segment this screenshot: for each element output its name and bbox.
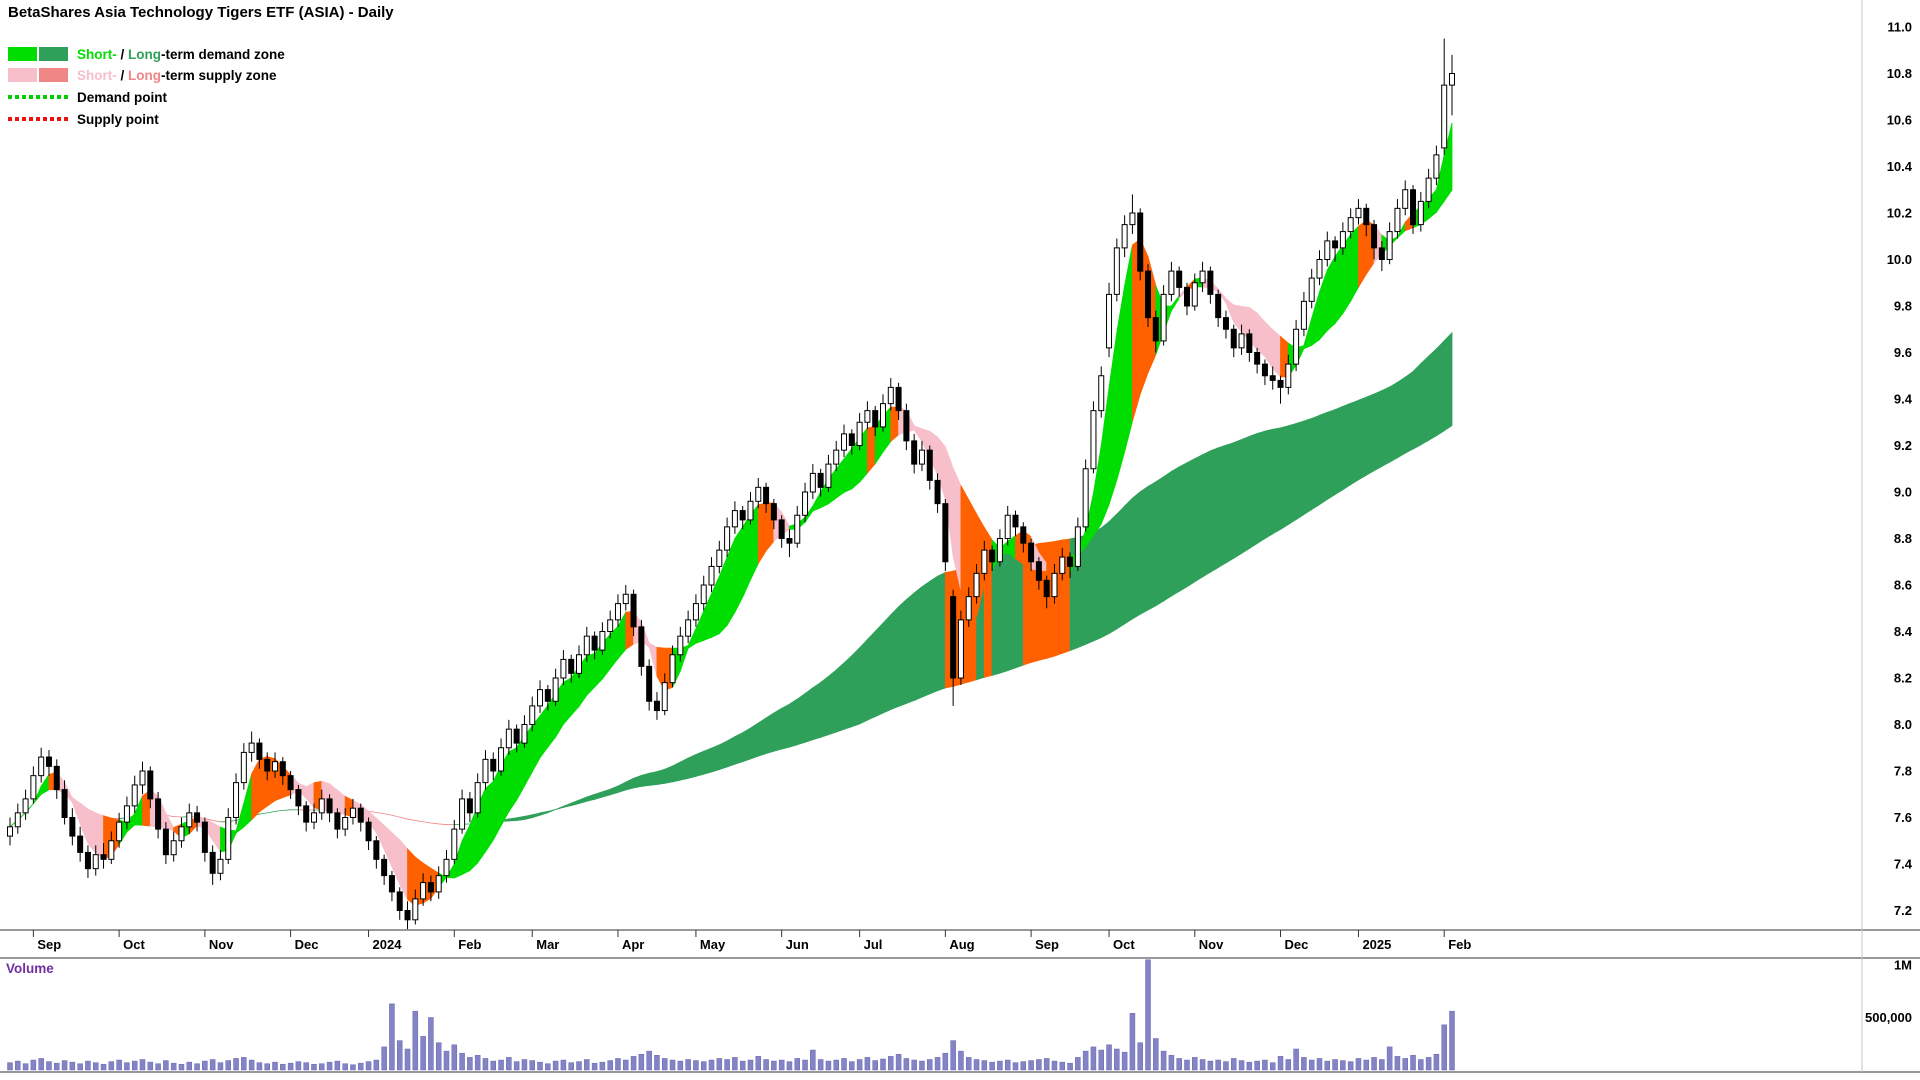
x-axis-label: Aug	[949, 937, 974, 952]
short-demand-swatch	[8, 47, 37, 61]
long-supply-swatch	[39, 68, 68, 82]
supply-point-line-swatch	[8, 117, 70, 121]
y-axis-label: 9.6	[1894, 345, 1912, 360]
chart-title: BetaShares Asia Technology Tigers ETF (A…	[8, 4, 394, 21]
legend: Short- / Long-term demand zone Short- / …	[8, 44, 285, 130]
short-supply-swatch	[8, 68, 37, 82]
y-axis-label: 9.2	[1894, 438, 1912, 453]
y-axis-label: 8.6	[1894, 578, 1912, 593]
demand-point-label: Demand point	[77, 89, 167, 105]
y-axis-label: 8.4	[1894, 624, 1913, 639]
legend-demand-zone-row: Short- / Long-term demand zone	[8, 44, 285, 64]
x-axis-label: Jun	[786, 937, 809, 952]
y-axis-label: 7.8	[1894, 764, 1912, 779]
x-axis-label: Feb	[458, 937, 481, 952]
legend-supply-point-row: Supply point	[8, 109, 285, 129]
y-axis-label: 8.0	[1894, 717, 1912, 732]
y-axis-label: 9.8	[1894, 299, 1912, 314]
supply-zone-label: Short- / Long-term supply zone	[77, 67, 277, 83]
x-axis-label: May	[700, 937, 726, 952]
x-axis-label: Nov	[1199, 937, 1224, 952]
y-axis-label: 10.2	[1887, 206, 1912, 221]
demand-point-line-swatch	[8, 95, 70, 99]
demand-zone-label: Short- / Long-term demand zone	[77, 46, 285, 62]
y-axis-label: 7.4	[1894, 857, 1913, 872]
x-axis-label: Apr	[622, 937, 644, 952]
x-axis-label: Nov	[209, 937, 234, 952]
volume-bars	[7, 959, 1455, 1071]
legend-supply-zone-row: Short- / Long-term supply zone	[8, 65, 285, 85]
y-axis-label: 9.0	[1894, 485, 1912, 500]
short-term-band	[9, 122, 1453, 907]
y-axis-label: 9.4	[1894, 392, 1913, 407]
x-axis-label: Sep	[37, 937, 61, 952]
x-axis-label: Oct	[123, 937, 145, 952]
x-axis-label: Sep	[1035, 937, 1059, 952]
x-axis-label: Dec	[295, 937, 319, 952]
supply-point-label: Supply point	[77, 111, 159, 127]
x-axis-label: Feb	[1448, 937, 1471, 952]
y-axis-label: 7.2	[1894, 903, 1912, 918]
x-axis-label: Jul	[864, 937, 883, 952]
long-demand-swatch	[39, 47, 68, 61]
y-axis-label: 8.2	[1894, 671, 1912, 686]
long-term-band	[9, 331, 1453, 828]
x-axis-label: 2025	[1362, 937, 1391, 952]
x-axis-label: Oct	[1113, 937, 1135, 952]
x-axis-label: Dec	[1285, 937, 1309, 952]
candles	[7, 38, 1455, 930]
volume-axis-labels: 1M 500,000	[1865, 958, 1912, 1026]
y-axis-label: 10.0	[1887, 252, 1912, 267]
y-axis-label: 10.6	[1887, 113, 1912, 128]
volume-pane-label: Volume	[6, 961, 54, 976]
y-axis-label: 8.8	[1894, 531, 1912, 546]
x-axis-label: Mar	[536, 937, 559, 952]
volume-axis-label: 1M	[1894, 958, 1912, 973]
legend-demand-point-row: Demand point	[8, 87, 285, 107]
volume-axis-label: 500,000	[1865, 1010, 1912, 1025]
x-axis-label: 2024	[373, 937, 403, 952]
y-axis-label: 10.4	[1887, 159, 1913, 174]
y-axis-label: 10.8	[1887, 66, 1912, 81]
x-axis-labels: Sep Oct Nov Dec 2024 Feb Mar Apr May Jun Jul Aug Sep…	[32, 930, 1471, 952]
y-axis-labels: 7.2 7.4 7.6 7.8 8.0 8.2 8.4 8.6 8.8 9.0 9.2 9.4 9.6 9…	[1887, 20, 1913, 919]
y-axis-label: 11.0	[1887, 20, 1912, 35]
y-axis-label: 7.6	[1894, 810, 1912, 825]
